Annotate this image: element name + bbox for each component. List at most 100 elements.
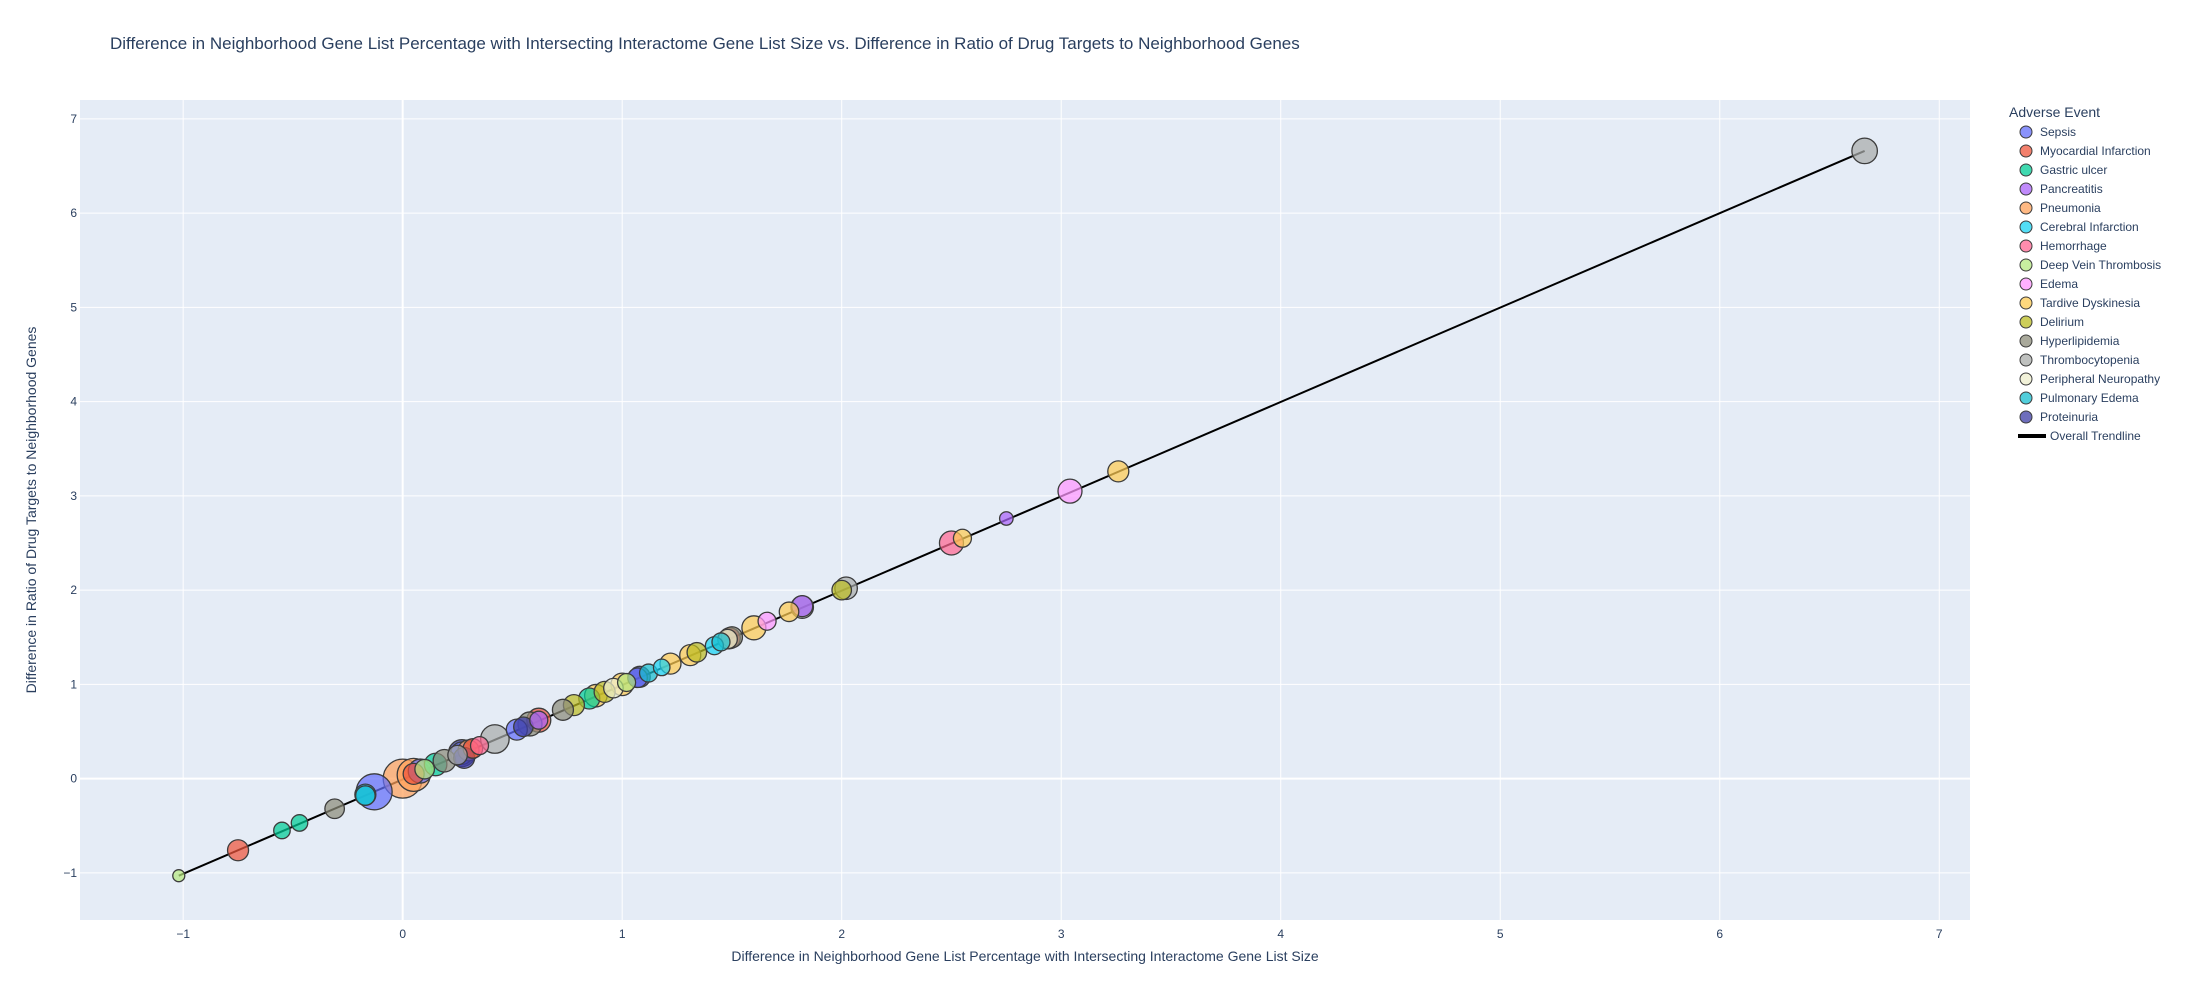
legend-marker: [2019, 277, 2033, 291]
legend-item[interactable]: Pancreatitis: [2019, 182, 2103, 196]
legend-item[interactable]: Peripheral Neuropathy: [2019, 372, 2160, 386]
data-point[interactable]: [1851, 137, 1879, 165]
legend-marker: [2019, 144, 2033, 158]
legend-marker: [2019, 410, 2033, 424]
legend-item-trendline[interactable]: Overall Trendline: [2018, 429, 2141, 443]
data-point[interactable]: [273, 821, 291, 840]
x-tick-label: 0: [399, 927, 406, 941]
x-tick-label: 7: [1936, 927, 1943, 941]
legend-label: Deep Vein Thrombosis: [2040, 258, 2161, 272]
legend-marker: [2019, 163, 2033, 177]
y-tick-label: 4: [70, 395, 77, 409]
y-tick-label: −1: [63, 866, 77, 880]
legend-item[interactable]: Edema: [2019, 277, 2078, 291]
data-point[interactable]: [290, 814, 309, 832]
legend-label: Proteinuria: [2040, 410, 2098, 424]
legend-item[interactable]: Delirium: [2019, 315, 2084, 329]
legend-item[interactable]: Pneumonia: [2019, 201, 2101, 215]
legend-marker: [2019, 315, 2033, 329]
legend-label: Cerebral Infarction: [2040, 220, 2139, 234]
legend-item[interactable]: Cerebral Infarction: [2019, 220, 2139, 234]
data-point[interactable]: [831, 579, 853, 601]
y-axis-title: Difference in Ratio of Drug Targets to N…: [23, 327, 39, 694]
data-point[interactable]: [529, 710, 549, 730]
legend-label: Tardive Dyskinesia: [2040, 296, 2140, 310]
legend-label: Edema: [2040, 277, 2078, 291]
x-axis-title: Difference in Neighborhood Gene List Per…: [731, 948, 1319, 964]
legend-label: Myocardial Infarction: [2040, 144, 2151, 158]
legend-label: Delirium: [2040, 315, 2084, 329]
data-point[interactable]: [1107, 460, 1130, 483]
axis-ticks: −1 0 1 2 3 4 5 6 7 −1 0 1 2 3 4 5 6 7: [63, 112, 1943, 941]
x-tick-label: 6: [1716, 927, 1723, 941]
legend-marker: [2019, 125, 2033, 139]
x-tick-label: 2: [838, 927, 845, 941]
data-point[interactable]: [998, 511, 1014, 526]
data-point[interactable]: [324, 798, 346, 820]
legend-label: Overall Trendline: [2050, 429, 2141, 443]
data-point[interactable]: [952, 528, 973, 548]
legend-label: Thrombocytopenia: [2040, 353, 2140, 367]
data-point[interactable]: [686, 641, 708, 663]
legend-item[interactable]: Deep Vein Thrombosis: [2019, 258, 2161, 272]
data-point[interactable]: [447, 744, 468, 766]
y-tick-label: 1: [70, 677, 77, 691]
legend: Adverse Event Sepsis Myocardial Infarctio…: [2009, 104, 2161, 443]
legend-item[interactable]: Tardive Dyskinesia: [2019, 296, 2140, 310]
legend-marker: [2019, 201, 2033, 215]
data-point[interactable]: [616, 672, 637, 693]
y-tick-label: 6: [70, 206, 77, 220]
legend-item[interactable]: Gastric ulcer: [2019, 163, 2107, 177]
data-point[interactable]: [354, 785, 376, 806]
legend-marker: [2019, 372, 2033, 386]
x-tick-label: −1: [176, 927, 190, 941]
legend-marker: [2019, 296, 2033, 310]
legend-label: Pancreatitis: [2040, 182, 2103, 196]
legend-marker: [2019, 220, 2033, 234]
legend-label: Peripheral Neuropathy: [2040, 372, 2160, 386]
legend-label: Hemorrhage: [2040, 239, 2107, 253]
y-tick-label: 0: [70, 772, 77, 786]
legend-label: Gastric ulcer: [2040, 163, 2107, 177]
legend-item[interactable]: Proteinuria: [2019, 410, 2098, 424]
y-tick-label: 2: [70, 583, 77, 597]
legend-marker: [2019, 258, 2033, 272]
legend-item[interactable]: Hemorrhage: [2019, 239, 2107, 253]
legend-marker: [2019, 391, 2033, 405]
data-point[interactable]: [778, 601, 800, 623]
y-tick-label: 3: [70, 489, 77, 503]
data-point[interactable]: [551, 698, 575, 721]
legend-item[interactable]: Thrombocytopenia: [2019, 353, 2140, 367]
data-point[interactable]: [172, 869, 186, 883]
legend-marker: [2019, 334, 2033, 348]
legend-label: Hyperlipidemia: [2040, 334, 2120, 348]
legend-marker: [2019, 239, 2033, 253]
chart-title: Difference in Neighborhood Gene List Per…: [110, 34, 1300, 53]
legend-item[interactable]: Pulmonary Edema: [2019, 391, 2139, 405]
data-point[interactable]: [652, 658, 671, 677]
data-point[interactable]: [1057, 478, 1083, 504]
legend-item[interactable]: Myocardial Infarction: [2019, 144, 2151, 158]
data-point[interactable]: [414, 758, 436, 780]
legend-item[interactable]: Hyperlipidemia: [2019, 334, 2120, 348]
markers-layer: [172, 137, 1879, 883]
legend-label: Pneumonia: [2040, 201, 2101, 215]
legend-item[interactable]: Sepsis: [2019, 125, 2076, 139]
grid: [80, 100, 1970, 920]
data-point[interactable]: [757, 611, 777, 631]
x-tick-label: 1: [619, 927, 626, 941]
y-tick-label: 7: [70, 112, 77, 126]
legend-title: Adverse Event: [2009, 104, 2100, 120]
legend-label: Sepsis: [2040, 125, 2076, 139]
legend-marker: [2019, 353, 2033, 367]
data-point[interactable]: [226, 839, 250, 862]
legend-label: Pulmonary Edema: [2040, 391, 2139, 405]
legend-marker: [2019, 182, 2033, 196]
x-tick-label: 3: [1058, 927, 1065, 941]
x-tick-label: 5: [1497, 927, 1504, 941]
x-tick-label: 4: [1277, 927, 1284, 941]
data-point[interactable]: [469, 735, 490, 756]
y-tick-label: 5: [70, 300, 77, 314]
data-point[interactable]: [711, 632, 731, 652]
